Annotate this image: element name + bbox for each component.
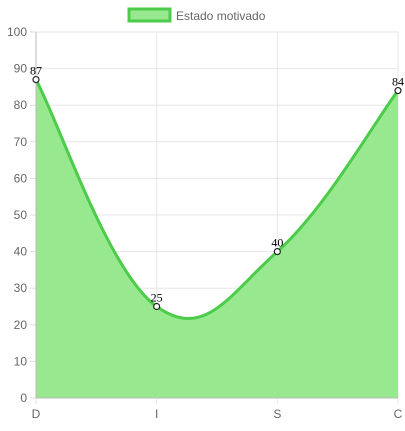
legend[interactable]: Estado motivado <box>127 7 266 23</box>
y-tick-label: 60 <box>14 171 28 185</box>
y-tick-label: 20 <box>14 318 28 332</box>
y-tick-label: 40 <box>14 245 28 259</box>
data-label: 25 <box>151 291 163 305</box>
legend-label[interactable]: Estado motivado <box>176 9 266 23</box>
series-area <box>34 78 400 398</box>
y-tick-label: 70 <box>14 135 28 149</box>
data-label: 84 <box>392 75 404 89</box>
axes: 0 10 20 30 40 50 60 70 80 90 100 D I S C <box>7 25 403 421</box>
data-points <box>32 75 402 311</box>
data-point <box>153 302 161 311</box>
y-tick-label: 100 <box>7 25 27 39</box>
series-fill <box>36 79 398 398</box>
data-labels: 87 25 40 84 <box>30 64 404 305</box>
data-point <box>273 248 281 256</box>
y-tick-label: 30 <box>14 281 28 295</box>
legend-swatch[interactable] <box>127 7 172 23</box>
data-label: 87 <box>30 64 42 78</box>
x-tick-label: S <box>273 407 281 421</box>
x-tick-label: D <box>32 407 41 421</box>
x-tick-label: I <box>155 407 158 421</box>
y-tick-label: 80 <box>14 98 28 112</box>
y-tick-label: 10 <box>14 354 28 368</box>
series-line <box>34 78 400 320</box>
data-point <box>394 86 402 95</box>
data-point <box>32 75 40 84</box>
y-tick-label: 90 <box>14 62 28 76</box>
x-tick-label: C <box>394 407 403 421</box>
y-tick-label: 50 <box>14 208 28 222</box>
y-tick-label: 0 <box>20 391 27 405</box>
data-label: 40 <box>271 236 283 250</box>
